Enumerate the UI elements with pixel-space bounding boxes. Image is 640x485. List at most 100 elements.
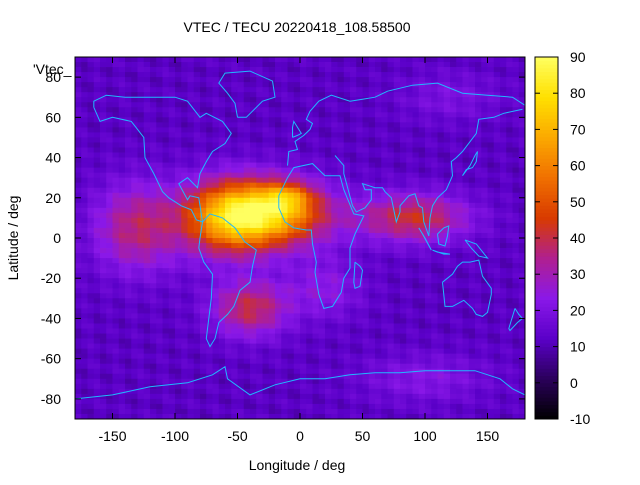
heatmap-cell [493, 283, 501, 289]
heatmap-cell [493, 253, 501, 259]
heatmap-cell [475, 268, 482, 274]
heatmap-cell [143, 182, 151, 189]
heatmap-cell [362, 333, 370, 339]
heatmap-cell [431, 202, 438, 209]
heatmap-cell [243, 62, 251, 68]
heatmap-cell [412, 162, 420, 169]
heatmap-cell [312, 328, 320, 334]
heatmap-cell [493, 373, 501, 380]
heatmap-cell [487, 97, 495, 103]
heatmap-cell [393, 273, 401, 279]
heatmap-cell [237, 102, 245, 108]
heatmap-cell [81, 122, 88, 128]
heatmap-cell [412, 383, 420, 390]
heatmap-cell [443, 258, 451, 264]
heatmap-cell [287, 177, 295, 184]
heatmap-cell [262, 67, 270, 73]
heatmap-cell [212, 67, 220, 73]
heatmap-cell [112, 107, 120, 113]
heatmap-cell [406, 293, 413, 299]
heatmap-cell [87, 72, 95, 78]
heatmap-cell [168, 207, 176, 214]
heatmap-cell [500, 293, 507, 299]
heatmap-cell [293, 217, 301, 224]
heatmap-cell [418, 328, 426, 334]
heatmap-cell [231, 378, 238, 385]
heatmap-cell [162, 177, 170, 184]
heatmap-cell [412, 293, 420, 299]
heatmap-cell [481, 82, 488, 88]
heatmap-cell [500, 283, 507, 289]
heatmap-cell [256, 258, 263, 264]
heatmap-cell [487, 172, 495, 179]
heatmap-cell [475, 167, 482, 174]
heatmap-cell [331, 338, 338, 344]
heatmap-cell [93, 368, 101, 375]
heatmap-cell [362, 298, 370, 304]
heatmap-cell [512, 87, 520, 93]
heatmap-cell [331, 57, 338, 63]
heatmap-cell [431, 328, 438, 334]
heatmap-cell [118, 112, 126, 118]
heatmap-cell [387, 273, 395, 279]
heatmap-cell [281, 232, 288, 239]
heatmap-cell [462, 147, 470, 153]
heatmap-cell [137, 152, 145, 158]
heatmap-cell [325, 368, 332, 375]
heatmap-cell [100, 333, 107, 339]
heatmap-cell [475, 187, 482, 194]
heatmap-cell [237, 288, 245, 294]
heatmap-cell [125, 162, 132, 169]
heatmap-cell [75, 167, 82, 174]
heatmap-cell [393, 358, 401, 365]
heatmap-cell [318, 248, 326, 254]
heatmap-cell [256, 122, 263, 128]
heatmap-cell [350, 258, 357, 264]
heatmap-cell [200, 338, 207, 344]
heatmap-cell [393, 393, 401, 400]
heatmap-cell [300, 212, 307, 219]
heatmap-cell [456, 92, 463, 98]
heatmap-cell [481, 388, 488, 395]
heatmap-cell [331, 107, 338, 113]
heatmap-cell [143, 162, 151, 169]
heatmap-cell [106, 283, 113, 289]
heatmap-cell [418, 77, 426, 83]
heatmap-cell [356, 343, 363, 350]
heatmap-cell [250, 293, 257, 299]
heatmap-cell [443, 363, 451, 370]
heatmap-cell [181, 348, 188, 355]
heatmap-cell [225, 378, 232, 385]
heatmap-cell [387, 222, 395, 229]
heatmap-cell [75, 207, 82, 214]
heatmap-cell [350, 248, 357, 254]
heatmap-cell [406, 62, 413, 68]
heatmap-cell [368, 248, 376, 254]
heatmap-cell [137, 393, 145, 400]
heatmap-cell [156, 212, 163, 219]
heatmap-cell [337, 97, 345, 103]
heatmap-cell [118, 273, 126, 279]
heatmap-cell [75, 107, 82, 113]
heatmap-cell [187, 87, 195, 93]
heatmap-cell [350, 217, 357, 224]
heatmap-cell [443, 107, 451, 113]
heatmap-cell [487, 393, 495, 400]
heatmap-cell [262, 227, 270, 234]
heatmap-cell [168, 348, 176, 355]
heatmap-cell [106, 268, 113, 274]
heatmap-cell [281, 318, 288, 324]
heatmap-cell [343, 268, 351, 274]
heatmap-cell [356, 248, 363, 254]
heatmap-cell [331, 217, 338, 224]
heatmap-cell [487, 167, 495, 174]
heatmap-cell [443, 67, 451, 73]
heatmap-cell [268, 313, 276, 319]
heatmap-cell [256, 293, 263, 299]
heatmap-cell [275, 308, 282, 314]
heatmap-cell [337, 107, 345, 113]
heatmap-cell [162, 393, 170, 400]
heatmap-cell [143, 102, 151, 108]
heatmap-cell [168, 77, 176, 83]
heatmap-cell [331, 333, 338, 339]
